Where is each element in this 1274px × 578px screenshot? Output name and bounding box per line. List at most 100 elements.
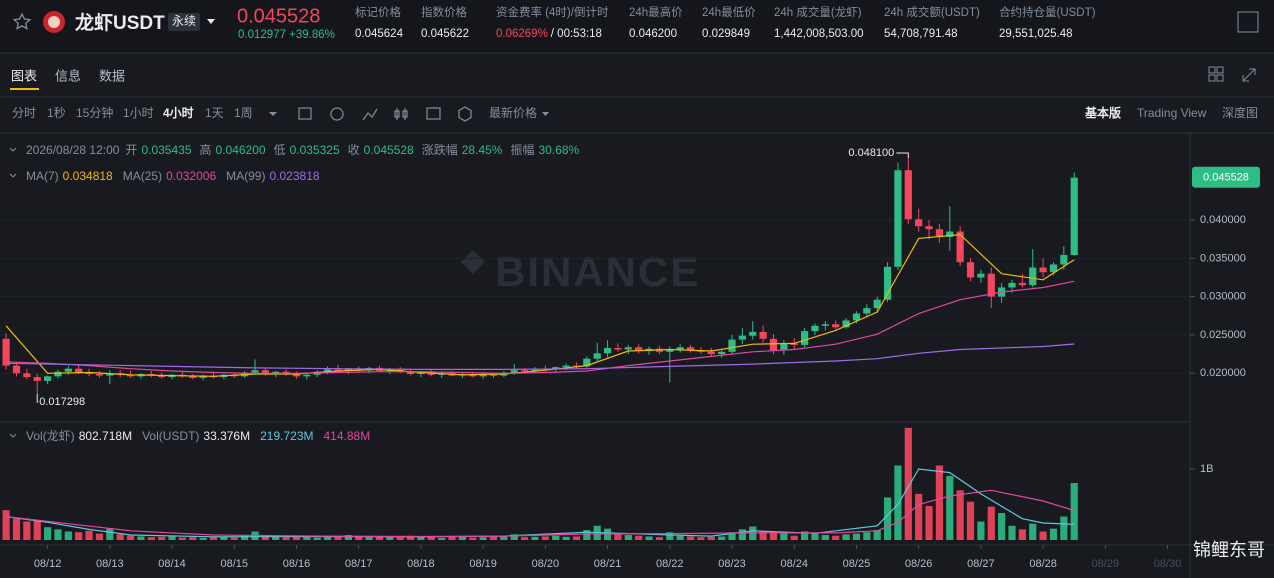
volume-bar xyxy=(966,501,975,540)
interval[interactable]: 4小时 xyxy=(163,105,194,120)
candle-body xyxy=(707,351,715,355)
x-tick-label: 08/12 xyxy=(34,558,62,570)
stat-value: 54,708,791.48 xyxy=(884,28,958,40)
candle-body xyxy=(2,338,10,366)
tool-icon[interactable] xyxy=(394,108,408,120)
interval[interactable]: 1小时 xyxy=(123,106,154,120)
info-text: MA(99) xyxy=(226,169,265,183)
candle-body xyxy=(106,373,114,376)
tab[interactable]: 信息 xyxy=(55,68,81,83)
candle-body xyxy=(406,371,415,375)
candle-body xyxy=(966,262,975,278)
volume-bar xyxy=(759,530,767,540)
stat-value: 0.045624 xyxy=(355,28,404,40)
x-tick-label: 08/25 xyxy=(843,558,871,570)
volume-bar xyxy=(158,536,166,540)
volume-bar xyxy=(355,536,363,540)
dropdown-caret[interactable] xyxy=(207,19,215,24)
badge-bg xyxy=(168,13,200,31)
y-tick-label: 1B xyxy=(1200,463,1213,475)
x-tick-label: 08/27 xyxy=(967,558,995,570)
layout-icon[interactable] xyxy=(1208,66,1216,74)
info-text: 高 xyxy=(200,142,212,157)
candle-body xyxy=(75,368,83,373)
tab[interactable]: 数据 xyxy=(99,68,125,83)
collapse-icon[interactable] xyxy=(9,173,17,178)
volume-ma-line xyxy=(6,468,1075,538)
volume-bar xyxy=(292,536,301,540)
volume-bar xyxy=(2,510,10,540)
view-option[interactable]: 基本版 xyxy=(1084,105,1121,120)
tool-icon[interactable] xyxy=(458,106,472,122)
view-option[interactable]: 深度图 xyxy=(1222,105,1258,120)
candle-body xyxy=(738,335,746,340)
interval[interactable]: 1天 xyxy=(205,106,224,120)
settings-icon[interactable] xyxy=(1237,11,1259,33)
volume-bar xyxy=(998,513,1006,540)
fullscreen-icon[interactable] xyxy=(1242,68,1256,82)
tab[interactable]: 图表 xyxy=(11,68,37,83)
candle-body xyxy=(1029,267,1037,286)
volume-bar xyxy=(313,537,321,540)
volume-bar xyxy=(417,537,425,540)
stat-value: 0.045622 xyxy=(421,28,469,40)
tool-icon[interactable] xyxy=(362,108,378,121)
candle-body xyxy=(614,347,622,350)
dropdown-caret[interactable] xyxy=(269,112,277,116)
info-text: Vol(龙虾) xyxy=(26,429,75,443)
interval[interactable]: 1秒 xyxy=(47,106,66,120)
x-tick-label: 08/26 xyxy=(905,558,933,570)
collapse-icon[interactable] xyxy=(9,433,17,438)
candle-body xyxy=(479,374,487,377)
info-text: MA(7) xyxy=(26,169,59,183)
volume-bar xyxy=(365,537,373,540)
y-tick-label: 0.035000 xyxy=(1200,252,1246,264)
y-tick-label: 0.025000 xyxy=(1200,329,1246,341)
badge: 永续 xyxy=(172,14,196,28)
volume-bar xyxy=(769,531,778,540)
volume-bar xyxy=(531,536,539,540)
volume-bar xyxy=(873,530,881,540)
volume-bar xyxy=(925,505,933,540)
info-text: 涨跌幅 xyxy=(422,142,458,157)
view-option[interactable]: Trading View xyxy=(1137,106,1207,120)
ma-line xyxy=(6,280,1075,374)
volume-bar xyxy=(282,537,290,540)
volume-bar xyxy=(323,536,332,540)
volume-bar xyxy=(469,537,477,540)
x-tick-label: 08/29 xyxy=(1092,558,1120,570)
candle-body xyxy=(510,370,518,373)
candle-body xyxy=(593,353,601,359)
dropdown-caret[interactable] xyxy=(542,112,549,116)
volume-bar xyxy=(852,533,861,540)
stat-value: 0.046200 xyxy=(629,28,677,40)
layout-icon[interactable] xyxy=(1216,66,1224,74)
interval[interactable]: 分时 xyxy=(12,106,36,120)
last-price-tag xyxy=(1192,166,1260,188)
tool-icon[interactable] xyxy=(426,107,441,120)
stat-value: 0.06269% xyxy=(496,28,548,40)
interval[interactable]: 1周 xyxy=(234,106,253,120)
interval[interactable]: 15分钟 xyxy=(76,105,113,120)
collapse-icon[interactable] xyxy=(9,147,17,152)
candle-body xyxy=(344,368,352,371)
candle-body xyxy=(251,370,259,373)
layout-icon[interactable] xyxy=(1216,74,1224,82)
favorite-star[interactable] xyxy=(12,12,32,30)
tool-icon[interactable] xyxy=(330,107,344,121)
info-text: 0.034818 xyxy=(63,169,113,183)
volume-bar xyxy=(977,521,985,540)
volume-bar xyxy=(375,536,384,540)
candle-body xyxy=(956,231,964,263)
y-tick-label: 0.040000 xyxy=(1200,214,1246,226)
layout-icon[interactable] xyxy=(1208,74,1216,82)
tool-icon[interactable] xyxy=(298,107,312,120)
candle-body xyxy=(718,351,726,355)
price-type[interactable]: 最新价格 xyxy=(489,105,537,120)
volume-bar xyxy=(458,536,466,540)
candle-body xyxy=(915,219,923,227)
volume-bar xyxy=(261,535,269,540)
volume-bar xyxy=(676,535,684,540)
volume-bar xyxy=(1018,529,1026,540)
candle-body xyxy=(292,374,301,377)
